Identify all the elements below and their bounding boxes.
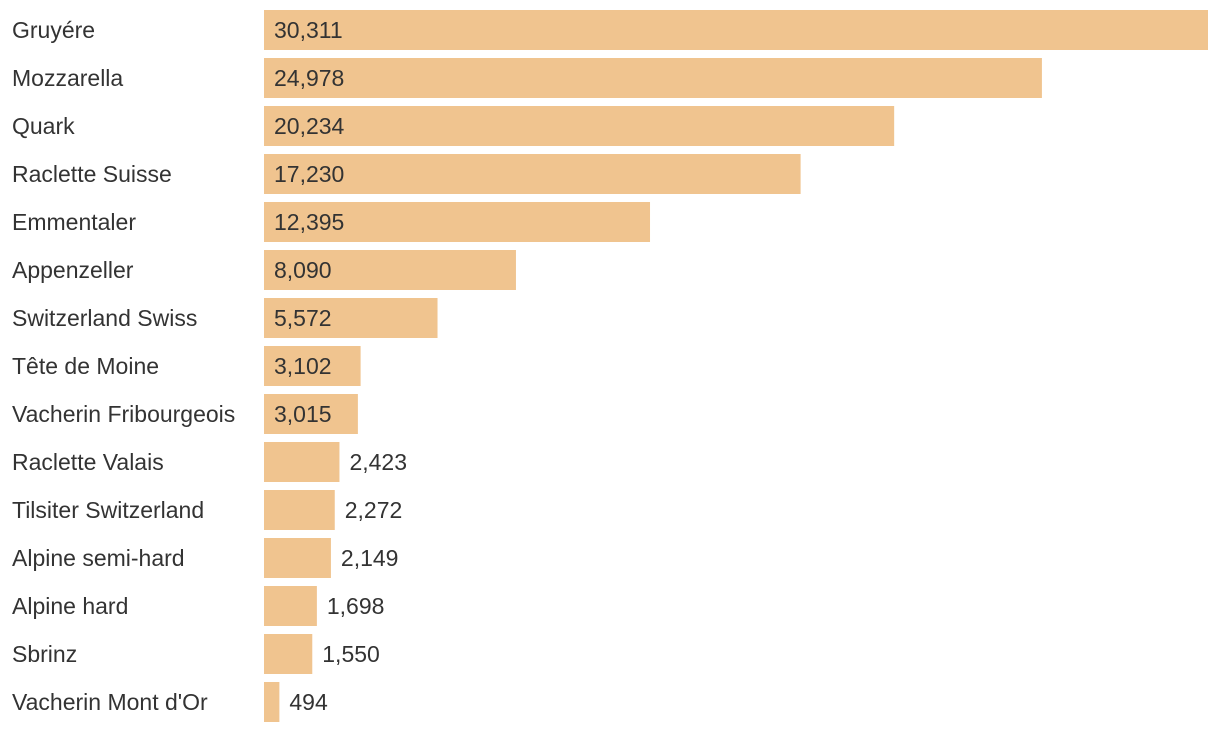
bar <box>264 394 358 434</box>
value-label: 2,423 <box>349 449 407 475</box>
value-label: 24,978 <box>274 65 344 91</box>
value-label: 5,572 <box>274 305 332 331</box>
bar <box>264 154 801 194</box>
category-label: Gruyére <box>12 17 95 43</box>
category-label: Tête de Moine <box>12 353 159 379</box>
value-label: 2,149 <box>341 545 399 571</box>
bar <box>264 298 438 338</box>
category-label: Switzerland Swiss <box>12 305 197 331</box>
bar <box>264 10 1208 50</box>
category-label: Quark <box>12 113 75 139</box>
bar <box>264 490 335 530</box>
category-label: Alpine semi-hard <box>12 545 185 571</box>
value-label: 3,102 <box>274 353 332 379</box>
category-label: Tilsiter Switzerland <box>12 497 204 523</box>
value-label: 30,311 <box>274 17 343 43</box>
value-label: 2,272 <box>345 497 403 523</box>
value-label: 20,234 <box>274 113 345 139</box>
value-label: 1,698 <box>327 593 385 619</box>
value-label: 8,090 <box>274 257 332 283</box>
bar <box>264 586 317 626</box>
bar <box>264 202 651 242</box>
bar <box>264 682 280 722</box>
value-label: 494 <box>289 689 328 715</box>
category-label: Alpine hard <box>12 593 128 619</box>
category-label: Vacherin Fribourgeois <box>12 401 235 427</box>
category-label: Mozzarella <box>12 65 123 91</box>
value-label: 17,230 <box>274 161 344 187</box>
value-label: 12,395 <box>274 209 344 235</box>
category-label: Sbrinz <box>12 641 77 667</box>
category-label: Raclette Suisse <box>12 161 172 187</box>
value-label: 1,550 <box>322 641 380 667</box>
bar <box>264 106 895 146</box>
category-label: Raclette Valais <box>12 449 164 475</box>
bar <box>264 538 331 578</box>
value-label: 3,015 <box>274 401 332 427</box>
category-label: Emmentaler <box>12 209 136 235</box>
bar <box>264 58 1042 98</box>
category-label: Appenzeller <box>12 257 134 283</box>
bar <box>264 346 361 386</box>
category-label: Vacherin Mont d'Or <box>12 689 208 715</box>
bar <box>264 250 516 290</box>
bar <box>264 442 340 482</box>
bar <box>264 634 313 674</box>
